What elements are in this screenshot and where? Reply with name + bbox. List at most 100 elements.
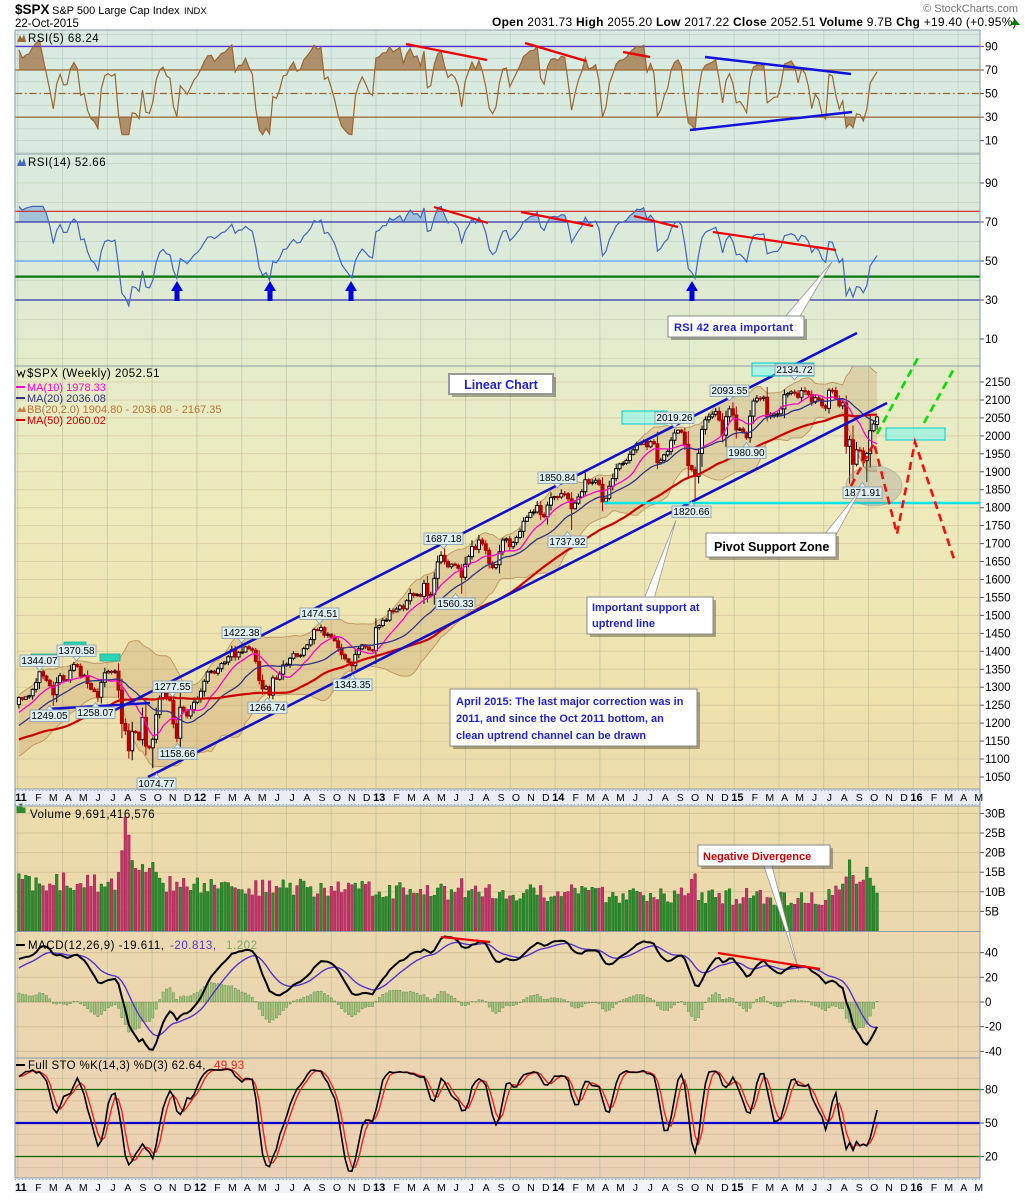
svg-text:M: M [407, 1182, 416, 1194]
svg-text:D: D [363, 792, 371, 804]
svg-text:J: J [812, 792, 817, 804]
svg-text:Open 2031.73 High 2055.20: Open 2031.73 High 2055.20 Low 2017.22 Cl… [492, 15, 1017, 29]
svg-text:M: M [765, 1182, 774, 1194]
svg-text:D: D [900, 792, 908, 804]
svg-text:D: D [721, 792, 729, 804]
svg-text:16: 16 [910, 1182, 922, 1194]
svg-text:1474.51: 1474.51 [301, 609, 338, 620]
svg-text:S: S [856, 1182, 863, 1194]
svg-text:S: S [139, 1182, 146, 1194]
svg-text:50: 50 [985, 89, 998, 101]
svg-text:M: M [586, 792, 595, 804]
svg-text:S: S [677, 1182, 684, 1194]
svg-text:11: 11 [15, 792, 27, 804]
svg-text:25B: 25B [985, 828, 1006, 840]
svg-text:2000: 2000 [985, 431, 1011, 443]
svg-text:A: A [781, 792, 788, 804]
svg-text:F: F [752, 792, 758, 804]
svg-text:1249.05: 1249.05 [31, 711, 68, 722]
svg-text:-20: -20 [985, 1022, 1002, 1034]
svg-text:M: M [586, 1182, 595, 1194]
svg-text:J: J [827, 1182, 832, 1194]
svg-text:1980.90: 1980.90 [728, 448, 765, 459]
svg-text:1560.33: 1560.33 [437, 599, 474, 610]
svg-text:M: M [258, 792, 267, 804]
svg-text:1277.55: 1277.55 [154, 682, 191, 693]
svg-text:M: M [407, 792, 416, 804]
svg-text:M: M [49, 792, 58, 804]
svg-text:RSI(14) 52.66: RSI(14) 52.66 [28, 157, 106, 169]
svg-text:D: D [542, 792, 550, 804]
svg-text:A: A [483, 1182, 490, 1194]
svg-text:M: M [49, 1182, 58, 1194]
svg-text:A: A [662, 1182, 669, 1194]
svg-text:N: N [706, 792, 714, 804]
svg-text:1344.07: 1344.07 [21, 656, 58, 667]
svg-text:1600: 1600 [985, 575, 1011, 587]
svg-text:1258.07: 1258.07 [77, 708, 114, 719]
svg-text:90: 90 [985, 41, 998, 53]
svg-text:© StockCharts.com: © StockCharts.com [923, 3, 1018, 15]
svg-text:J: J [95, 792, 100, 804]
svg-text:2093.55: 2093.55 [711, 386, 748, 397]
svg-text:1100: 1100 [985, 754, 1010, 766]
svg-text:J: J [454, 1182, 459, 1194]
svg-text:12: 12 [194, 1182, 206, 1194]
svg-text:F: F [35, 1182, 41, 1194]
svg-text:A: A [65, 792, 72, 804]
svg-text:S: S [677, 792, 684, 804]
svg-text:M: M [765, 792, 774, 804]
svg-text:N: N [348, 1182, 356, 1194]
svg-text:F: F [393, 1182, 399, 1194]
svg-text:S: S [318, 792, 325, 804]
svg-text:Full STO %K(14,3) %D(3) 62.64,: Full STO %K(14,3) %D(3) 62.64, [28, 1060, 206, 1072]
svg-text:15B: 15B [985, 867, 1006, 879]
svg-text:12: 12 [194, 792, 206, 804]
svg-text:M: M [974, 792, 983, 804]
svg-text:30: 30 [985, 112, 998, 124]
svg-text:A: A [124, 792, 131, 804]
svg-text:M: M [795, 1182, 804, 1194]
svg-text:J: J [95, 1182, 100, 1194]
svg-text:15: 15 [731, 792, 743, 804]
svg-text:1800: 1800 [985, 503, 1011, 515]
svg-text:D: D [184, 792, 192, 804]
svg-text:MACD(12,26,9) -19.611,: MACD(12,26,9) -19.611, [28, 940, 165, 952]
svg-text:RSI 42 area important: RSI 42 area important [674, 322, 793, 334]
svg-text:M: M [974, 1182, 983, 1194]
svg-text:1950: 1950 [985, 449, 1011, 461]
svg-text:1737.92: 1737.92 [549, 537, 586, 548]
svg-text:J: J [633, 792, 638, 804]
svg-text:O: O [333, 1182, 341, 1194]
svg-text:MA(10) 1978.33: MA(10) 1978.33 [27, 382, 106, 394]
svg-text:20B: 20B [985, 848, 1006, 860]
svg-text:2011, and since the Oct 2011 b: 2011, and since the Oct 2011 bottom, an [456, 713, 664, 725]
svg-text:14: 14 [552, 1182, 565, 1194]
svg-text:Important support at: Important support at [592, 602, 700, 614]
svg-text:1250: 1250 [985, 700, 1011, 712]
svg-text:Pivot Support Zone: Pivot Support Zone [714, 540, 829, 554]
svg-text:A: A [841, 1182, 848, 1194]
svg-text:F: F [931, 792, 937, 804]
svg-text:M: M [79, 792, 88, 804]
svg-text:15: 15 [731, 1182, 743, 1194]
svg-text:A: A [483, 792, 490, 804]
svg-text:M: M [437, 1182, 446, 1194]
svg-text:F: F [393, 792, 399, 804]
svg-text:O: O [333, 792, 341, 804]
svg-text:F: F [214, 792, 220, 804]
svg-text:2150: 2150 [985, 377, 1011, 389]
svg-text:1900: 1900 [985, 467, 1011, 479]
svg-text:D: D [184, 1182, 192, 1194]
svg-text:1850: 1850 [985, 485, 1011, 497]
svg-text:M: M [437, 792, 446, 804]
svg-text:50: 50 [985, 1118, 998, 1130]
svg-text:1158.66: 1158.66 [160, 749, 196, 760]
svg-text:50: 50 [985, 256, 998, 268]
svg-text:D: D [900, 1182, 908, 1194]
svg-text:O: O [870, 792, 878, 804]
svg-text:M: M [616, 1182, 625, 1194]
svg-text:$SPX: $SPX [15, 2, 50, 17]
svg-text:J: J [289, 792, 294, 804]
svg-text:A: A [602, 792, 609, 804]
